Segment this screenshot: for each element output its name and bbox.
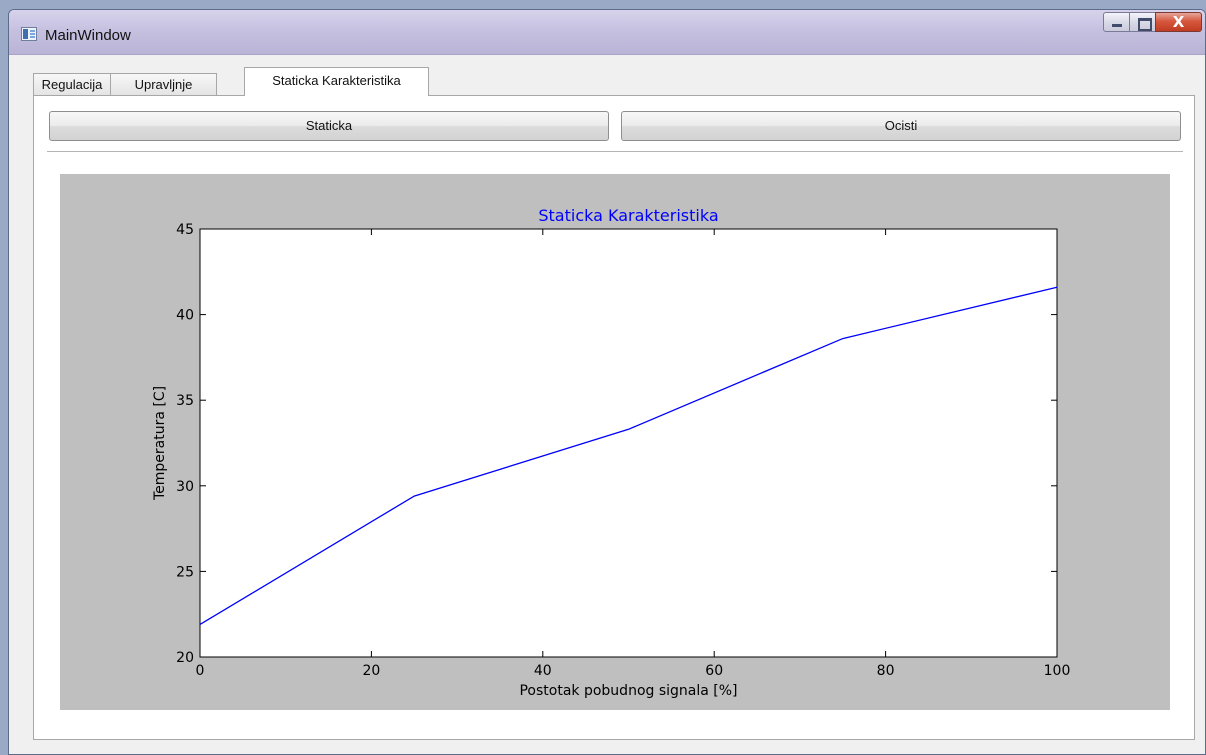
staticka-button[interactable]: Staticka: [49, 111, 609, 141]
tab-upravljnje[interactable]: Upravljnje: [110, 73, 217, 95]
x-tick-label: 20: [362, 663, 380, 679]
series-line: [199, 286, 1058, 626]
y-axis-label: Temperatura [C]: [152, 386, 168, 501]
x-tick-label: 0: [196, 663, 205, 679]
y-tick-label: 30: [176, 479, 194, 495]
app-icon: [21, 27, 37, 41]
title-bar[interactable]: MainWindow X: [9, 10, 1205, 55]
separator: [47, 151, 1183, 152]
close-button[interactable]: X: [1155, 12, 1202, 32]
x-axis-label: Postotak pobudnog signala [%]: [519, 683, 737, 699]
plot-canvas[interactable]: Staticka Karakteristika Postotak pobudno…: [60, 174, 1170, 710]
tab-content-pane: Staticka Ocisti Staticka Karakteristika …: [33, 95, 1195, 740]
x-tick-label: 40: [534, 663, 552, 679]
y-tick-label: 25: [176, 564, 194, 580]
tab-staticka-karakteristika[interactable]: Staticka Karakteristika: [244, 67, 429, 96]
chart-svg: Staticka Karakteristika Postotak pobudno…: [152, 206, 1071, 699]
y-tick-label: 35: [176, 393, 194, 409]
y-tick-label: 20: [176, 650, 194, 666]
chart-title: Staticka Karakteristika: [538, 206, 718, 225]
maximize-button[interactable]: [1129, 12, 1156, 32]
x-tick-label: 60: [705, 663, 723, 679]
x-tick-label: 80: [877, 663, 895, 679]
x-tick-label: 100: [1044, 663, 1071, 679]
y-tick-label: 40: [176, 308, 194, 324]
main-window: MainWindow X Regulacija Upravljnje Stati…: [8, 9, 1206, 755]
y-tick-label: 45: [176, 222, 194, 238]
minimize-button[interactable]: [1103, 12, 1130, 32]
window-title: MainWindow: [45, 27, 131, 44]
window-controls: X: [1103, 12, 1202, 34]
plot-area: [199, 228, 1058, 658]
ocisti-button[interactable]: Ocisti: [621, 111, 1181, 141]
close-icon: X: [1172, 13, 1185, 31]
tab-regulacija[interactable]: Regulacija: [33, 73, 111, 95]
